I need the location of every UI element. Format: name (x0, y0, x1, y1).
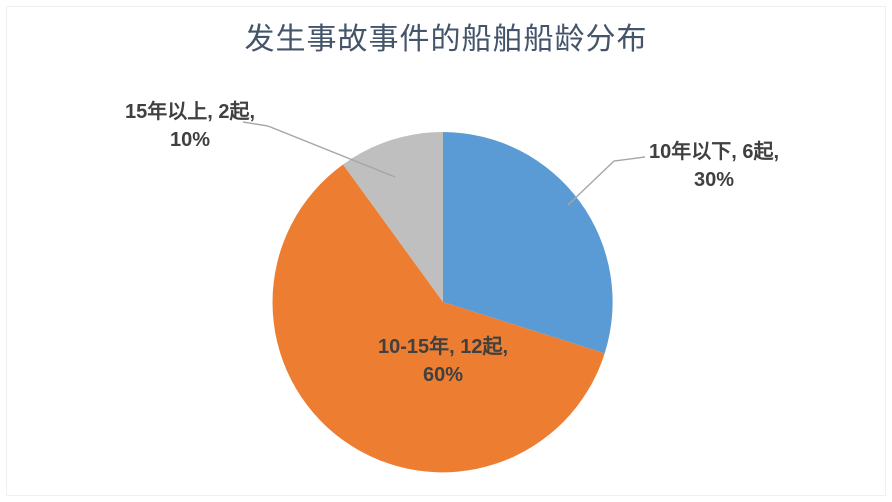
data-label-10-15年: 10-15年, 12起, 60% (377, 336, 509, 386)
data-label-15年以上: 15年以上, 2起, 10% (124, 101, 256, 151)
leader-line-10年以下 (567, 156, 646, 206)
leader-line-15年以上 (242, 121, 396, 178)
pie-slice-10-15年[interactable] (272, 164, 605, 473)
pie-slice-15年以上[interactable] (343, 132, 443, 302)
chart-title: 发生事故事件的船舶船龄分布 (244, 23, 648, 56)
data-label-10年以下: 10年以下, 6起, 30% (648, 141, 780, 191)
pie-slice-10年以下[interactable] (443, 132, 613, 354)
